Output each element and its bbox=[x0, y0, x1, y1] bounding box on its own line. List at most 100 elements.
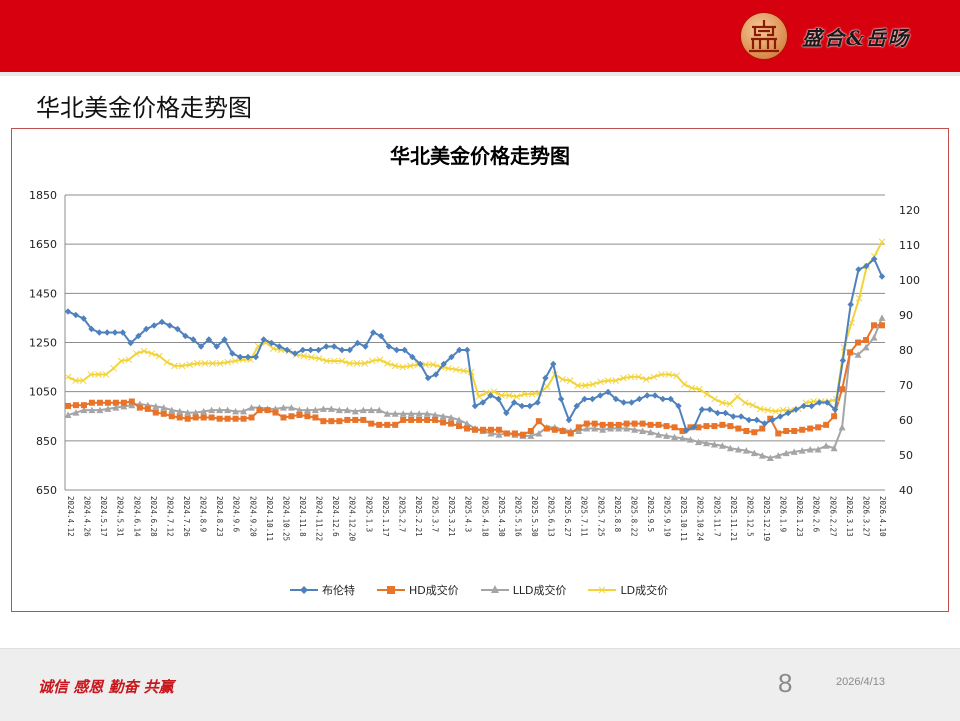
logo-glyph-icon bbox=[749, 20, 779, 53]
x-marker bbox=[300, 352, 308, 360]
chart-legend: 布伦特 HD成交价 LLD成交价 LD成交价 bbox=[290, 582, 668, 598]
triangle-marker bbox=[838, 423, 846, 431]
square-marker bbox=[799, 426, 806, 433]
x-axis-tick-label: 2025.11.7 bbox=[712, 496, 721, 537]
square-marker bbox=[248, 414, 255, 421]
diamond-marker bbox=[323, 343, 330, 350]
x-marker bbox=[589, 380, 597, 388]
diamond-marker bbox=[722, 409, 729, 417]
triangle-marker bbox=[152, 402, 160, 410]
y-axis-tick-label: 1850 bbox=[29, 189, 57, 202]
legend-label: LD成交价 bbox=[620, 584, 669, 597]
x-marker bbox=[346, 360, 353, 367]
diamond-marker bbox=[495, 395, 502, 403]
triangle-marker bbox=[112, 404, 120, 411]
x-marker bbox=[391, 362, 399, 370]
x-marker bbox=[193, 360, 201, 367]
square-marker bbox=[575, 424, 582, 431]
diamond-marker bbox=[604, 388, 612, 396]
x-marker bbox=[315, 355, 323, 362]
company-logo bbox=[741, 13, 787, 59]
diamond-marker bbox=[730, 413, 737, 420]
legend-label: 布伦特 bbox=[322, 584, 355, 597]
square-marker bbox=[65, 402, 71, 409]
diamond-marker bbox=[346, 346, 353, 354]
x-marker bbox=[368, 357, 376, 365]
diamond-marker bbox=[651, 392, 659, 399]
square-marker bbox=[272, 409, 279, 416]
square-marker bbox=[432, 416, 439, 423]
page-number: 8 bbox=[778, 668, 793, 698]
diamond-marker bbox=[542, 374, 549, 382]
triangle-marker bbox=[88, 406, 96, 414]
x-marker bbox=[308, 353, 315, 361]
square-marker bbox=[719, 421, 726, 428]
diamond-marker bbox=[753, 416, 760, 424]
square-marker bbox=[503, 430, 510, 437]
square-marker bbox=[823, 421, 830, 428]
triangle-marker bbox=[495, 431, 503, 438]
diamond-marker bbox=[72, 311, 80, 319]
triangle-marker bbox=[383, 410, 391, 417]
diamond-marker bbox=[338, 346, 346, 354]
diamond-marker bbox=[150, 322, 158, 329]
x-marker bbox=[665, 371, 673, 378]
x-axis-tick-label: 2024.7.26 bbox=[182, 496, 191, 537]
diamond-marker bbox=[714, 409, 721, 417]
square-marker bbox=[264, 407, 271, 414]
square-marker bbox=[464, 425, 471, 432]
x-axis-tick-label: 2024.5.31 bbox=[116, 496, 125, 537]
diamond-marker bbox=[526, 402, 533, 410]
x-axis-tick-label: 2025.3.21 bbox=[447, 496, 456, 537]
diamond-marker bbox=[581, 395, 588, 403]
diamond-marker bbox=[667, 395, 674, 403]
x-marker bbox=[224, 358, 232, 366]
triangle-marker bbox=[80, 406, 88, 414]
x-axis-tick-label: 2024.4.12 bbox=[66, 496, 75, 537]
x-marker bbox=[566, 377, 574, 384]
x-axis-tick-label: 2025.3.7 bbox=[431, 496, 440, 532]
x-axis-tick-label: 2024.8.23 bbox=[215, 496, 224, 537]
x-axis-tick-label: 2026.3.13 bbox=[845, 496, 854, 537]
triangle-marker bbox=[216, 406, 224, 414]
square-marker bbox=[591, 420, 598, 427]
triangle-marker bbox=[822, 442, 830, 449]
triangle-marker bbox=[854, 351, 862, 358]
diamond-marker bbox=[487, 392, 494, 399]
x-marker bbox=[117, 357, 125, 365]
y2-axis-tick-label: 90 bbox=[899, 309, 913, 322]
diamond-marker bbox=[252, 353, 260, 361]
diamond-marker bbox=[706, 406, 714, 413]
diamond-marker bbox=[855, 266, 862, 273]
square-marker bbox=[376, 421, 383, 428]
triangle-marker bbox=[830, 444, 838, 452]
x-marker bbox=[703, 390, 711, 398]
diamond-marker bbox=[315, 346, 322, 354]
square-marker bbox=[863, 337, 870, 344]
x-axis-tick-label: 2025.1.3 bbox=[364, 496, 373, 532]
x-axis-tick-label: 2024.6.28 bbox=[149, 496, 158, 537]
y2-axis-tick-label: 80 bbox=[899, 344, 913, 357]
triangle-marker bbox=[623, 425, 631, 432]
square-marker bbox=[336, 418, 343, 425]
x-axis-tick-label: 2025.5.16 bbox=[513, 496, 522, 537]
square-marker bbox=[631, 420, 638, 427]
square-marker bbox=[479, 426, 486, 433]
square-marker bbox=[216, 415, 223, 422]
diamond-marker bbox=[503, 409, 510, 417]
diamond-marker bbox=[534, 399, 541, 406]
x-marker bbox=[376, 356, 384, 364]
x-axis-tick-label: 2024.5.17 bbox=[99, 496, 108, 537]
x-axis-tick-label: 2024.4.26 bbox=[83, 496, 92, 537]
x-marker bbox=[559, 376, 566, 383]
square-marker bbox=[152, 409, 159, 416]
square-marker bbox=[487, 426, 494, 433]
square-marker bbox=[839, 386, 846, 393]
diamond-marker bbox=[448, 353, 455, 361]
x-axis-tick-label: 2025.6.13 bbox=[547, 496, 556, 537]
triangle-marker bbox=[631, 426, 639, 433]
triangle-marker bbox=[439, 412, 447, 420]
square-marker bbox=[623, 420, 630, 427]
square-marker bbox=[679, 428, 686, 434]
legend-swatch-icon bbox=[588, 586, 617, 594]
